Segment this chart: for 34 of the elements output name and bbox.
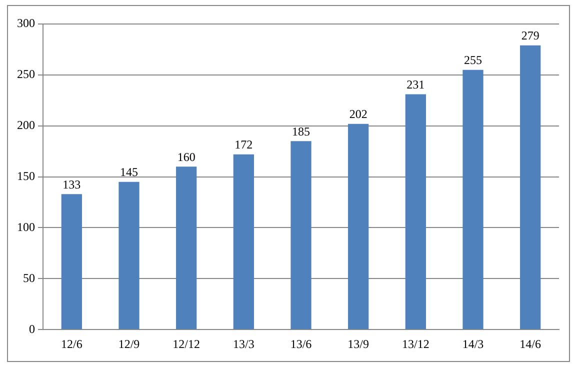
bar	[348, 124, 369, 330]
bar	[290, 141, 312, 330]
data-label: 133	[62, 177, 81, 192]
x-tick-label: 12/6	[60, 336, 82, 351]
y-tick-label: 250	[17, 67, 35, 82]
x-tick-label: 13/3	[232, 336, 254, 351]
bar	[520, 45, 541, 330]
bar	[462, 70, 484, 330]
data-label: 172	[234, 138, 253, 152]
x-tick-label: 14/6	[520, 336, 542, 351]
y-tick-label: 150	[17, 168, 35, 183]
data-label: 231	[406, 77, 425, 92]
y-tick-label: 50	[23, 270, 35, 285]
x-tick-label: 14/3	[462, 336, 484, 351]
data-label: 255	[464, 52, 482, 67]
data-label: 202	[349, 106, 368, 121]
bar	[61, 194, 82, 330]
data-label: 185	[292, 124, 310, 138]
x-tick-label: 13/12	[402, 336, 430, 351]
y-tick-label: 200	[17, 118, 35, 132]
data-label: 160	[177, 150, 196, 164]
data-label: 279	[521, 28, 540, 43]
x-tick-label: 12/12	[172, 336, 200, 351]
bar	[118, 182, 140, 330]
x-tick-label: 13/6	[290, 336, 312, 351]
bar	[233, 154, 254, 330]
x-tick-label: 13/9	[348, 336, 370, 351]
y-tick-label: 0	[29, 322, 35, 336]
y-tick-label: 100	[17, 220, 35, 234]
x-tick-label: 12/9	[118, 336, 140, 351]
data-label: 145	[120, 165, 138, 180]
y-tick-label: 300	[17, 16, 35, 30]
bar	[176, 166, 197, 330]
bar	[405, 94, 426, 330]
